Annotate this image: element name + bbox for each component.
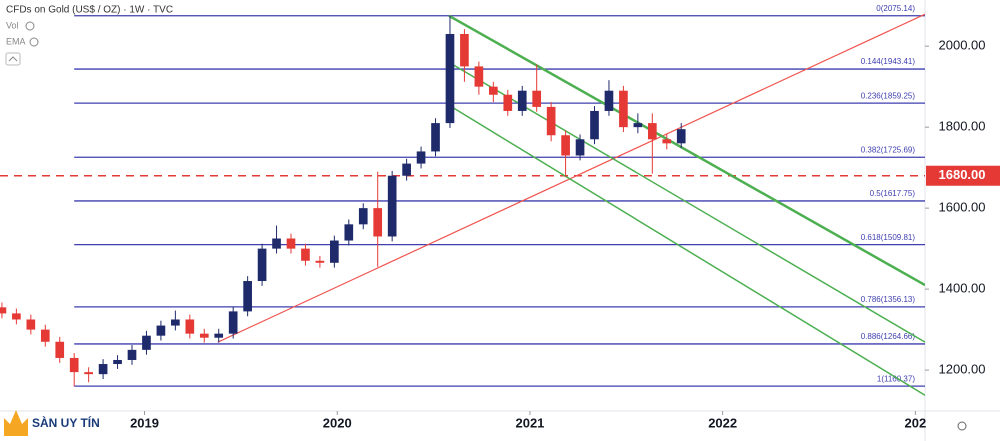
candle-body — [171, 319, 180, 326]
candle-body — [546, 106, 556, 136]
y-tick-label: 1800.00 — [939, 119, 986, 134]
candle-body — [445, 34, 455, 124]
candle-body — [199, 333, 209, 338]
x-tick-label: 2022 — [708, 415, 737, 430]
trendline — [448, 14, 925, 287]
candle-body — [315, 260, 325, 263]
fib-label: 0.382(1725.69) — [861, 145, 916, 154]
x-tick-label: 2021 — [515, 415, 544, 430]
candle-body — [532, 90, 542, 107]
fib-label: 1(1160.37) — [877, 374, 915, 383]
candle-body — [243, 281, 252, 312]
indicator-label[interactable]: Vol — [6, 20, 19, 30]
x-tick-label: 2020 — [323, 415, 352, 430]
y-tick-label: 1200.00 — [939, 362, 986, 377]
x-tick-label: 202 — [905, 415, 927, 430]
candle-body — [662, 139, 672, 144]
price-label-box — [926, 165, 1000, 186]
fib-label: 0.618(1509.81) — [861, 233, 916, 242]
candle-body — [98, 364, 108, 375]
candle-body — [503, 94, 513, 111]
y-tick-label: 1400.00 — [939, 281, 986, 296]
eye-icon[interactable] — [25, 21, 35, 31]
candle-body — [387, 175, 397, 237]
fib-label: 0.5(1617.75) — [870, 189, 916, 198]
candle-body — [460, 34, 469, 67]
candle-body — [474, 66, 484, 87]
settings-icon[interactable] — [957, 421, 967, 431]
plot-area: 0(2075.14) 0.144(1943.41) 0.236(1859.25) 0.… — [0, 4, 925, 396]
candle-body — [604, 90, 614, 111]
trendline — [448, 104, 925, 396]
candle-body — [647, 123, 657, 140]
fib-label: 0.886(1264.66) — [861, 332, 916, 341]
collapse-button[interactable] — [5, 52, 21, 66]
candle-body — [561, 135, 570, 156]
candle-body — [142, 335, 151, 350]
candle-body — [113, 359, 122, 365]
candle-body — [358, 208, 368, 225]
candle-body — [228, 311, 238, 334]
y-tick-label: 1600.00 — [939, 200, 986, 215]
candle-body — [286, 238, 296, 249]
candle-body — [633, 123, 643, 128]
candle-body — [402, 163, 411, 176]
candle-body — [0, 307, 7, 314]
candle-body — [676, 129, 686, 144]
trendline — [448, 61, 925, 343]
candle-body — [272, 238, 281, 249]
fib-label: 0(2075.14) — [876, 4, 915, 13]
price-label: 1680.00 — [939, 167, 986, 182]
candle-body — [619, 90, 628, 128]
watermark-logo — [4, 410, 28, 436]
candle-body — [301, 248, 310, 261]
eye-icon[interactable] — [29, 37, 39, 47]
candle-body — [431, 123, 440, 152]
candle-body — [214, 333, 224, 338]
x-tick-label: 2019 — [130, 415, 159, 430]
candle-body — [127, 349, 137, 360]
candle-body — [185, 319, 195, 334]
y-tick-label: 2000.00 — [939, 38, 986, 53]
candle-body — [590, 110, 599, 140]
candle-body — [575, 139, 585, 156]
watermark: SÀN UY TÍN — [32, 415, 100, 430]
indicator-label[interactable]: EMA — [6, 36, 26, 46]
candle-body — [344, 224, 354, 241]
collapse-arrow — [8, 56, 18, 62]
fib-label: 0.236(1859.25) — [861, 91, 916, 100]
candle-body — [69, 357, 79, 373]
candle-body — [84, 372, 93, 375]
candle-body — [517, 90, 527, 111]
candle-body — [12, 313, 21, 320]
candle-body — [416, 151, 426, 164]
candle-body — [156, 325, 166, 336]
candle-body — [488, 86, 498, 95]
trendline — [217, 13, 925, 343]
candle-body — [26, 319, 36, 330]
candle-body — [330, 240, 339, 263]
candle-body — [373, 208, 383, 237]
fib-label: 0.786(1356.13) — [861, 295, 916, 304]
candle-body — [40, 329, 50, 342]
candle-body — [257, 248, 267, 282]
candle-body — [55, 341, 65, 358]
fib-label: 0.144(1943.41) — [861, 57, 916, 66]
chart-title: CFDs on Gold (US$ / OZ) · 1W · TVC — [6, 5, 173, 16]
